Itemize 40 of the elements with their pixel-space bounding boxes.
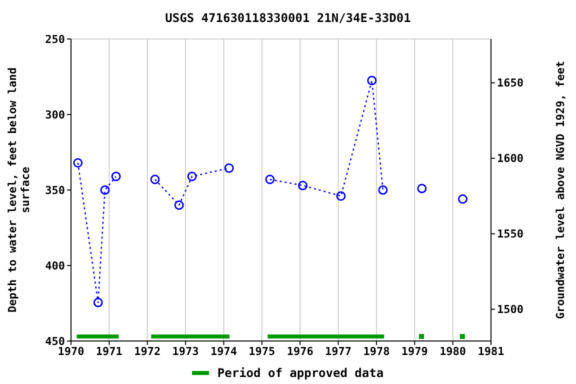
- point: [187, 172, 197, 182]
- point: [73, 158, 83, 168]
- x-tick-label: 1972: [134, 344, 161, 358]
- x-tick-label: 1981: [478, 344, 505, 358]
- y2-tick-label: 1550: [497, 228, 524, 241]
- x-tick-label: 1980: [440, 344, 466, 358]
- point: [298, 180, 308, 190]
- x-tick-label: 1978: [363, 344, 390, 358]
- y2-tick-label: 1600: [497, 152, 524, 166]
- y2-axis-title: Groundwater level above NGVD 1929, feet: [554, 60, 567, 320]
- point: [265, 174, 275, 184]
- y2-tick-label: 1500: [497, 303, 524, 316]
- x-tick-label: 1976: [286, 344, 314, 358]
- y-tick-label: 300: [45, 108, 65, 122]
- x-tick-label: 1971: [96, 344, 123, 358]
- y-axis-title: Depth to water level, feet below land surface: [6, 67, 32, 313]
- point: [150, 174, 160, 184]
- point: [93, 298, 103, 308]
- x-tick-label: 1975: [248, 344, 276, 358]
- x-tick-label: 1979: [401, 344, 428, 358]
- x-tick-label: 1973: [172, 344, 199, 358]
- legend-label: Period of approved data: [216, 366, 384, 380]
- point: [100, 185, 110, 195]
- x-tick-label: 1977: [325, 344, 352, 358]
- x-tick-label: 1974: [210, 344, 238, 358]
- point: [458, 194, 468, 204]
- point: [417, 184, 427, 194]
- point: [174, 200, 184, 210]
- point: [367, 76, 377, 86]
- point: [336, 191, 346, 201]
- point: [224, 163, 234, 173]
- point: [378, 185, 388, 195]
- y-tick-label: 250: [45, 32, 65, 46]
- point: [111, 172, 121, 182]
- point: [460, 334, 465, 339]
- y2-tick-label: 1650: [497, 76, 524, 90]
- point: [419, 334, 424, 339]
- chart-title: USGS 471630118330001 21N/34E-33D01: [164, 11, 412, 25]
- y-tick-label: 400: [45, 259, 65, 272]
- y-tick-label: 350: [45, 184, 65, 197]
